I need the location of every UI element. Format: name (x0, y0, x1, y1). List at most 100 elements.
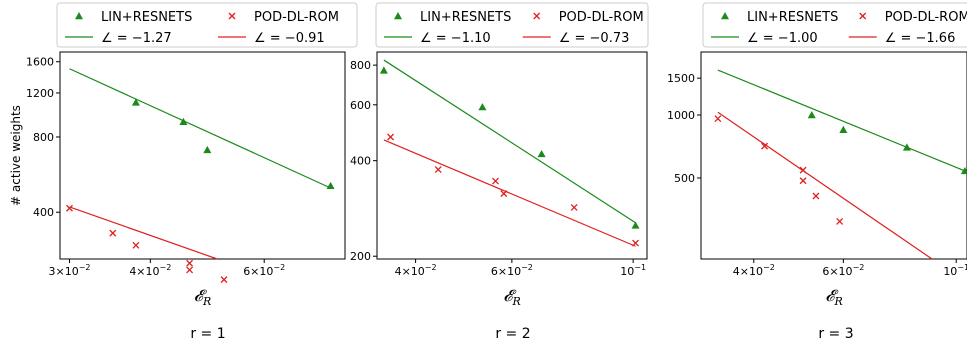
legend-triangle-swatch (75, 12, 83, 20)
data-point-triangle-1 (807, 110, 816, 119)
y-tick-label: 800 (33, 131, 54, 144)
legend-label: POD-DL-ROM (559, 10, 644, 25)
plot-frame (700, 51, 967, 260)
data-point-x-6-stroke-b (632, 239, 639, 247)
data-point-triangle-1 (131, 98, 140, 106)
x-tick-mantissa: 4×10 (129, 265, 159, 278)
legend-x-swatch-stroke-b (533, 12, 541, 20)
data-point-x-2 (109, 229, 117, 237)
legend-x-swatch-stroke-b (859, 12, 867, 20)
data-point-x-4 (500, 190, 508, 198)
legend-triangle-swatch (721, 12, 729, 20)
legend: LIN+RESNETS POD-DL-ROM ∠ = −1.27 ∠ = −0.91 (56, 2, 358, 48)
x-tick-exponent: −2 (763, 263, 775, 272)
fit-line-1 (69, 68, 331, 189)
legend-label: ∠ = −1.00 (747, 31, 818, 46)
data-point-x-5 (812, 192, 820, 200)
x-tick-label: 4×10−2 (395, 263, 437, 278)
data-point-x-3-stroke-b (799, 166, 807, 174)
x-tick-exponent: −2 (521, 263, 533, 272)
y-tick-label: 600 (350, 99, 371, 112)
x-axis-label: 𝓔R (194, 286, 211, 308)
panel-3: 4×10−2 6×10−2 10−150010001500𝓔RLIN+RESNETS… (667, 2, 967, 342)
data-point-triangle-4 (326, 181, 335, 190)
data-point-triangle-1 (379, 66, 388, 74)
legend-label: ∠ = −0.73 (559, 31, 630, 46)
data-point-x-1 (714, 115, 722, 123)
y-tick-label: 200 (350, 250, 371, 263)
legend-x-swatch (228, 12, 236, 20)
y-tick-label: 500 (674, 172, 695, 185)
legend-label: ∠ = −1.10 (420, 31, 491, 46)
x-tick-mantissa: 6×10 (822, 265, 852, 278)
fit-line-2 (383, 139, 636, 247)
data-point-x-5-stroke-b (812, 192, 820, 200)
legend-x-swatch (859, 12, 867, 20)
legend-box (375, 2, 649, 48)
x-tick-label: 6×10−2 (822, 263, 864, 278)
x-tick-mantissa: 6×10 (243, 265, 273, 278)
x-tick-exponent: −2 (160, 263, 172, 272)
x-tick-mantissa: 3×10 (49, 265, 79, 278)
x-tick-exponent: −2 (79, 263, 91, 272)
fit-line-2 (69, 206, 218, 260)
data-point-x-2-stroke-b (109, 229, 117, 237)
panel-subtitle: r = 3 (818, 326, 853, 342)
x-tick-label: 6×10−2 (243, 263, 285, 278)
x-tick-label: 10−1 (620, 263, 646, 278)
x-tick-exponent: −2 (425, 263, 437, 272)
x-tick-mantissa: 10 (620, 265, 634, 278)
x-tick-label: 10−1 (943, 263, 967, 278)
data-point-x-6-stroke-b (836, 217, 844, 225)
data-point-triangle-3 (203, 145, 212, 154)
y-axis-label: # active weights (9, 105, 23, 206)
x-tick-exponent: −2 (273, 263, 285, 272)
y-tick-label: 1500 (667, 72, 695, 85)
data-point-x-3-stroke-b (132, 241, 140, 249)
data-point-triangle-3 (537, 149, 546, 158)
data-point-x-4-stroke-b (186, 259, 194, 267)
plot-frame (376, 51, 648, 260)
data-point-x-1 (387, 133, 395, 141)
x-tick-mantissa: 6×10 (491, 265, 521, 278)
x-tick-mantissa: 4×10 (733, 265, 763, 278)
data-point-x-4-stroke-b (500, 190, 508, 198)
data-point-x-5-stroke-b (570, 203, 578, 211)
plot-frame (59, 51, 346, 260)
fit-line-1 (383, 59, 636, 224)
x-tick-label: 4×10−2 (129, 263, 171, 278)
y-tick-label: 400 (33, 206, 54, 219)
x-axis-label-sub: R (202, 295, 211, 308)
x-axis-label: 𝓔R (825, 286, 842, 308)
data-point-triangle-2 (478, 103, 487, 111)
data-point-x-6 (632, 239, 639, 247)
fit-line-1 (717, 69, 966, 172)
x-axis-label-sub: R (511, 295, 520, 308)
legend-x-swatch (533, 12, 541, 20)
data-point-x-2 (761, 142, 769, 150)
data-point-x-4-stroke-b (799, 177, 807, 185)
data-point-triangle-4 (960, 166, 967, 175)
fit-line-2 (717, 111, 933, 260)
data-point-x-5 (570, 203, 578, 211)
data-point-x-5 (186, 266, 194, 274)
x-tick-exponent: −2 (853, 263, 865, 272)
x-tick-mantissa: 4×10 (395, 265, 425, 278)
data-point-x-3-stroke-b (492, 177, 499, 185)
y-tick-label: 1600 (26, 56, 54, 69)
data-point-x-2-stroke-b (434, 166, 442, 174)
legend-label: LIN+RESNETS (101, 10, 192, 25)
legend: LIN+RESNETS POD-DL-ROM ∠ = −1.00 ∠ = −1.66 (702, 2, 967, 48)
x-tick-label: 3×10−2 (49, 263, 91, 278)
legend-label: ∠ = −0.91 (254, 31, 325, 46)
legend-x-swatch-stroke-b (228, 12, 236, 20)
x-tick-mantissa: 10 (943, 265, 957, 278)
data-point-triangle-3 (902, 143, 911, 151)
data-point-x-1 (66, 204, 73, 212)
data-point-x-4 (799, 177, 807, 185)
data-point-x-3 (132, 241, 140, 249)
data-point-x-4 (186, 259, 194, 267)
data-point-triangle-2 (179, 117, 188, 126)
